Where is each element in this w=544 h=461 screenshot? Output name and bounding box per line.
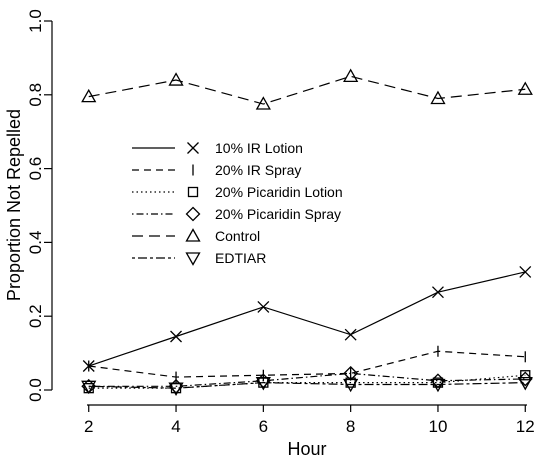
y-tick-label: 0.2 [26,304,45,328]
data-point [170,330,182,343]
x-tick-label: 2 [84,417,93,436]
data-point [255,376,271,391]
data-point [168,382,184,396]
data-point [255,373,271,389]
legend-marker [185,206,201,222]
legend-item: 20% IR Spray [132,162,301,178]
x-tick-label: 12 [516,417,535,436]
data-point [343,68,359,82]
series-line [88,372,526,387]
series-line [88,382,526,389]
data-point [81,88,97,103]
legend-marker [187,142,199,154]
plot-area [81,68,533,396]
legend-label: 20% IR Spray [215,162,301,178]
legend-marker [185,252,201,266]
data-point [430,90,446,105]
y-axis-title: Proportion Not Repelled [4,109,24,301]
data-point [81,380,97,395]
legend-item: 10% IR Lotion [132,140,303,156]
x-ticks: 2 4 6 8 10 12 [84,405,535,436]
x-tick-label: 10 [429,417,448,436]
series-4 [81,68,533,110]
x-tick-label: 6 [259,417,268,436]
data-point [520,370,531,381]
y-tick-label: 0.4 [26,231,45,255]
series-line [88,350,526,378]
data-point [432,286,444,299]
legend: 10% IR Lotion 20% IR Spray 20% Picaridin L… [132,140,343,266]
data-point [255,96,271,110]
legend-marker [187,186,199,198]
series-5 [81,376,533,396]
legend-item: 20% Picaridin Lotion [132,184,343,200]
data-point [517,376,533,391]
legend-item: 20% Picaridin Spray [132,206,341,222]
data-point [430,373,446,389]
x-tick-label: 8 [346,417,355,436]
data-point [517,371,533,387]
legend-label: 20% Picaridin Lotion [215,184,343,200]
series-line [88,271,526,367]
data-point [519,265,532,278]
y-tick-label: 0.0 [26,378,45,402]
x-tick-label: 4 [171,417,180,436]
series-line [88,75,526,105]
y-axis: 0.0 0.2 0.4 0.6 0.8 1.0 Proportion Not Repell… [4,9,53,402]
y-tick-label: 0.6 [26,157,45,181]
y-tick-label: 0.8 [26,83,45,107]
legend-label: EDTIAR [215,250,266,266]
series-3 [81,365,533,394]
legend-marker [185,228,201,242]
legend-item: Control [132,228,260,244]
data-point [517,81,533,95]
x-axis-title: Hour [287,439,326,459]
legend-item: EDTIAR [132,250,266,266]
data-point [344,328,357,341]
data-point [430,378,446,393]
x-axis: 2 4 6 8 10 12 Hour [84,404,535,459]
legend-label: Control [215,228,260,244]
y-tick-label: 1.0 [26,9,45,33]
legend-label: 10% IR Lotion [215,140,303,156]
series-0 [82,265,532,372]
data-point [257,301,270,313]
y-ticks: 0.0 0.2 0.4 0.6 0.8 1.0 [26,9,52,402]
data-point [168,378,184,394]
data-point [343,378,359,393]
data-point [168,72,184,86]
legend-label: 20% Picaridin Spray [215,206,341,222]
